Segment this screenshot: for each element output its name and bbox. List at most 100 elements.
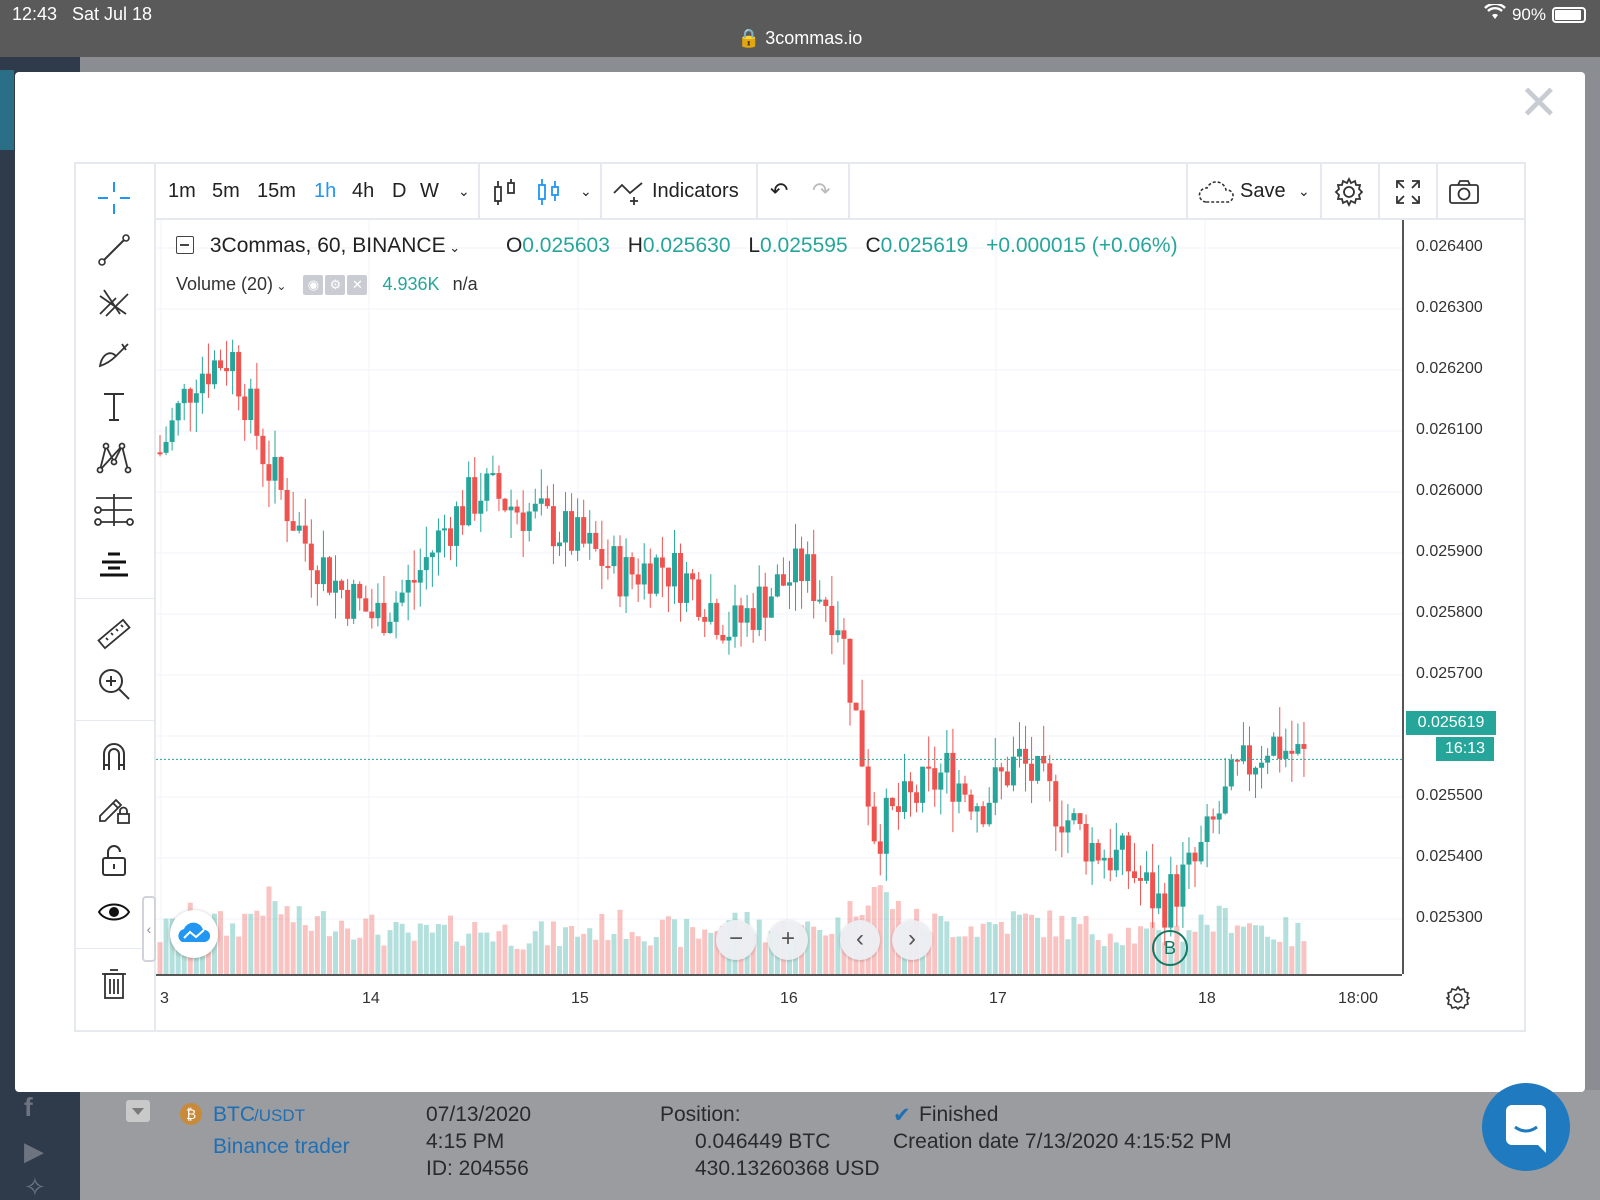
bar-chart-type-icon[interactable] [492,164,518,218]
candle-body [659,557,665,568]
collapse-legend-icon[interactable] [176,236,194,254]
candle-body [817,599,823,602]
visibility-toggle-icon[interactable]: ◉ [303,275,324,296]
lock-drawing-pencil-icon[interactable] [94,788,134,828]
interval-1h[interactable]: 1h [314,180,337,202]
candle-body [992,767,998,803]
interval-5m[interactable]: 5m [212,180,240,202]
brush-icon[interactable] [94,334,134,374]
wifi-icon [1484,2,1506,25]
toolbar-divider [600,164,602,218]
trash-icon[interactable] [94,964,134,1004]
candle-body [1150,872,1156,909]
candle-body [841,630,847,639]
candles-chart-type-icon[interactable] [536,164,562,218]
twitter-icon[interactable]: ✧ [24,1172,46,1200]
candle-body [1192,852,1198,862]
volume-bar [835,917,841,974]
settings-gear-icon[interactable] [1334,164,1364,218]
indicator-settings-icon[interactable]: ⚙ [325,275,346,296]
volume-bar [520,949,526,974]
crosshair-icon[interactable] [94,178,134,218]
candle-body [617,546,623,597]
candle-body [199,373,205,394]
volume-bar [968,926,974,974]
address-bar[interactable]: 🔒 3commas.io [0,28,1600,49]
bot-name-link[interactable]: Binance trader [213,1135,350,1158]
cloud-save-icon[interactable] [1198,164,1234,218]
facebook-icon[interactable]: f [24,1092,33,1122]
volume-bar [696,938,702,974]
volume-bar [756,919,762,974]
candle-body [563,511,569,543]
candle-body [381,602,387,634]
save-chevron-icon[interactable]: ⌄ [1298,183,1310,199]
volume-bar [1222,907,1228,974]
pair-quote[interactable]: /USDT [254,1106,305,1125]
pair-base[interactable]: BTC [213,1103,255,1126]
time-axis[interactable]: 3 14 15 16 17 18 18:00 [156,974,1402,1030]
cloud-sync-button[interactable] [170,910,218,958]
volume-bar [230,923,236,974]
sidebar-active-marker [0,70,14,150]
volume-bar [1035,917,1041,974]
axis-settings-icon[interactable] [1444,984,1472,1012]
fullscreen-icon[interactable] [1394,164,1422,218]
text-tool-icon[interactable] [94,386,134,426]
zoom-in-icon[interactable] [94,664,134,704]
candle-body [647,563,653,594]
eye-icon[interactable] [94,892,134,932]
time-label: 17 [989,990,1007,1007]
candle-body [296,525,302,531]
scroll-left-button[interactable]: ‹ [840,920,880,960]
zoom-out-button[interactable]: − [716,920,756,960]
ruler-icon[interactable] [94,614,134,654]
volume-bar [714,931,720,974]
candle-body [1047,763,1053,782]
symbol-chevron-icon[interactable]: ⌄ [445,240,461,255]
interval-d[interactable]: D [392,180,407,202]
volume-indicator-name[interactable]: Volume (20) [176,274,274,294]
candle-body [508,506,514,511]
chart-pane[interactable]: 3Commas, 60, BINANCE ⌄ O0.025603 H0.0256… [142,220,1524,1030]
pattern-icon[interactable] [94,438,134,478]
candle-body [901,781,907,812]
magnet-icon[interactable] [94,736,134,776]
unlock-icon[interactable] [94,840,134,880]
buy-marker[interactable]: B [1152,930,1188,966]
save-button[interactable]: Save [1240,180,1286,202]
interval-w[interactable]: W [420,180,439,202]
interval-15m[interactable]: 15m [257,180,296,202]
remove-indicator-icon[interactable]: ✕ [347,275,368,296]
interval-1m[interactable]: 1m [168,180,196,202]
scroll-right-button[interactable]: › [892,920,932,960]
horizontal-lines-icon[interactable] [94,542,134,582]
indicators-button[interactable]: Indicators [652,180,739,202]
interval-4h[interactable]: 4h [352,180,375,202]
volume-bar [1240,926,1246,974]
close-icon[interactable]: ✕ [1518,77,1559,130]
camera-snapshot-icon[interactable] [1448,164,1480,218]
indicators-icon[interactable] [612,164,646,218]
zoom-in-button[interactable]: + [768,920,808,960]
price-axis[interactable]: 0.026400 0.026300 0.026200 0.026100 0.02… [1402,220,1524,974]
candle-body [889,797,895,807]
volume-chevron-icon[interactable]: ⌄ [273,279,287,293]
volume-bar [684,918,690,974]
prediction-icon[interactable] [94,490,134,530]
undo-icon[interactable]: ↶ [770,178,789,203]
candlestick-chart[interactable] [156,220,1402,974]
youtube-icon[interactable]: ▶ [24,1136,44,1166]
redo-icon[interactable]: ↷ [812,178,831,203]
symbol-name[interactable]: 3Commas, 60, BINANCE [209,234,446,257]
trend-line-icon[interactable] [94,230,134,270]
chat-support-button[interactable] [1482,1083,1570,1171]
pitchfork-icon[interactable] [94,282,134,322]
volume-bar [823,935,829,974]
row-expand-button[interactable] [126,1100,150,1122]
interval-dropdown-chevron-icon[interactable]: ⌄ [458,183,470,199]
chart-type-chevron-icon[interactable]: ⌄ [580,183,592,199]
candle-body [1119,835,1125,850]
candle-body [805,554,811,582]
toolbar-collapse-chevron-icon[interactable]: ‹ [142,896,156,962]
